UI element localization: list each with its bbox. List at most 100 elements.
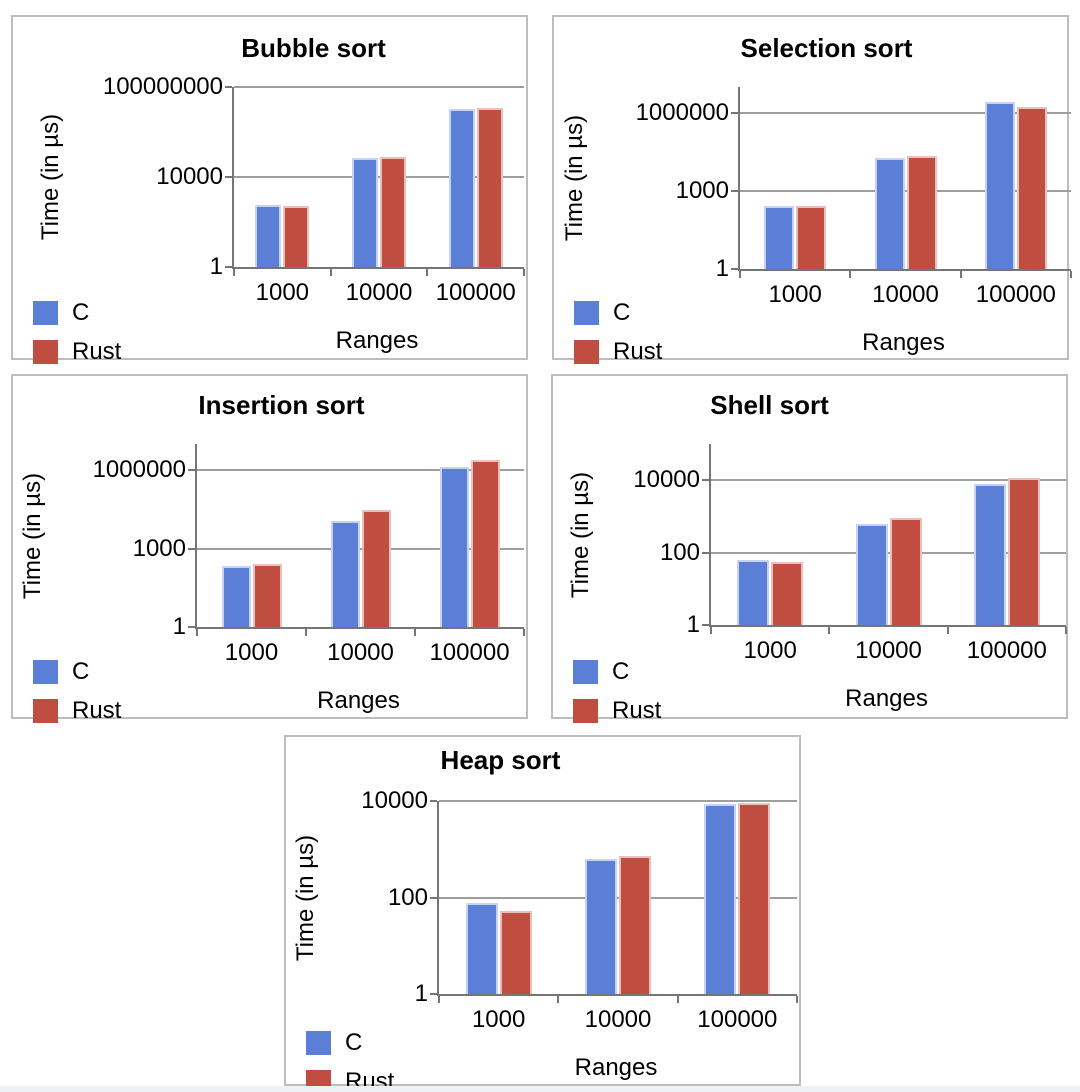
bar-c-10000	[585, 858, 617, 994]
y-axis-tick-10000	[702, 479, 709, 482]
legend-item-rust: Rust	[33, 338, 121, 366]
y-axis-tick-1000	[731, 190, 738, 192]
legend-label-rust: Rust	[72, 338, 122, 365]
x-tick-label-1000: 1000	[255, 279, 310, 306]
chart-panel-heap-sort: Heap sort Time (in µs) 1 100 10000 1000 1000…	[284, 735, 801, 1092]
bar-rust-10000	[380, 157, 406, 267]
chart-title: Insertion sort	[198, 390, 365, 420]
bar-c-100000	[984, 102, 1015, 269]
gridline-1000000	[197, 469, 524, 472]
gridline-1000000	[740, 112, 1071, 114]
legend-label-c: C	[612, 658, 630, 685]
y-axis-title: Time (in µs)	[567, 471, 594, 598]
x-axis-title: Ranges	[845, 685, 928, 712]
legend-label-c: C	[345, 1029, 363, 1056]
x-tick-label-10000: 10000	[872, 281, 939, 308]
legend-label-c: C	[72, 658, 90, 685]
x-axis-tick	[414, 629, 416, 636]
y-tick-label-1: 1	[209, 253, 223, 280]
plot-area: 1 10000 100000000 1000 10000 100000	[103, 73, 525, 306]
y-tick-label-10000: 10000	[633, 466, 700, 494]
legend-item-c: C	[306, 1029, 394, 1057]
bar-rust-1000	[283, 205, 310, 267]
chart-title: Bubble sort	[241, 33, 386, 63]
x-tick-label-1000: 1000	[471, 1006, 526, 1033]
x-axis-tick	[557, 996, 560, 1003]
x-axis-title: Ranges	[335, 327, 419, 354]
x-axis-tick	[796, 996, 798, 1003]
x-tick-label-100000: 100000	[429, 639, 510, 666]
y-tick-label-1: 1	[715, 255, 729, 282]
x-axis-tick	[523, 629, 525, 636]
x-tick-label-100000: 100000	[975, 281, 1056, 308]
chart-panel-shell-sort: Shell sort Time (in µs) 1 100 10000 1000 100…	[551, 374, 1068, 724]
legend-item-rust: Rust	[574, 338, 662, 366]
bar-c-100000	[973, 483, 1006, 625]
x-axis-title: Ranges	[862, 329, 945, 356]
y-tick-label-1000: 1000	[132, 534, 186, 562]
bar-c-100000	[448, 108, 475, 267]
x-tick-label-100000: 100000	[435, 279, 516, 306]
y-axis-title: Time (in µs)	[561, 114, 588, 242]
bar-rust-10000	[889, 518, 922, 625]
x-axis-tick	[849, 271, 852, 278]
y-axis-title: Time (in µs)	[19, 472, 46, 599]
x-axis-tick	[828, 627, 831, 634]
bar-c-100000	[704, 804, 737, 994]
legend-label-c: C	[613, 299, 631, 326]
legend-swatch-rust	[33, 340, 58, 364]
bar-c-1000	[221, 566, 251, 627]
x-axis-tick	[946, 627, 949, 634]
bar-rust-10000	[619, 855, 651, 994]
legend-swatch-c	[33, 660, 58, 684]
y-axis-tick-1	[225, 266, 232, 268]
x-tick-label-10000: 10000	[345, 279, 413, 306]
chart-panel-selection-sort: Selection sort Time (in µs) 1 1000 1000000…	[552, 15, 1072, 365]
y-axis-tick-1	[731, 268, 738, 270]
chart-title: Selection sort	[740, 33, 913, 63]
x-axis-tick	[196, 629, 198, 636]
bar-rust-1000	[499, 911, 532, 994]
legend-item-c: C	[574, 299, 662, 327]
legend: C Rust	[306, 1029, 394, 1092]
legend: C Rust	[33, 658, 121, 725]
bar-rust-100000	[738, 802, 771, 994]
x-axis-tick	[233, 269, 235, 276]
plot-area: 1 1000 1000000 1000 10000 100000	[93, 444, 525, 666]
y-axis-title: Time (in µs)	[37, 113, 64, 241]
x-axis-tick	[305, 629, 307, 636]
x-axis-title: Ranges	[317, 687, 400, 714]
y-tick-label-1000: 1000	[675, 177, 729, 204]
legend: C Rust	[573, 658, 661, 725]
legend-swatch-rust	[33, 699, 58, 723]
plot-area: 1 100 10000 1000 10000 100000	[633, 444, 1067, 664]
gridline-1000	[197, 547, 524, 550]
legend-item-rust: Rust	[33, 697, 121, 725]
bar-rust-1000	[771, 562, 804, 625]
y-tick-label-100: 100	[387, 883, 428, 911]
y-axis-tick-1000	[188, 547, 195, 550]
gridline-100	[711, 551, 1066, 554]
y-axis-tick-100000000	[225, 86, 232, 88]
y-axis-tick-10000	[225, 176, 232, 178]
y-axis-tick-1	[188, 626, 195, 628]
plot-area: 1 100 10000 1000 10000 100000	[361, 787, 798, 1033]
bar-c-10000	[352, 158, 378, 267]
y-axis-tick-1	[430, 993, 437, 995]
y-tick-label-1: 1	[414, 980, 428, 1007]
x-axis-tick	[676, 996, 679, 1003]
x-tick-label-100000: 100000	[966, 637, 1047, 664]
x-axis-tick	[523, 269, 525, 276]
y-tick-label-100000000: 100000000	[102, 73, 223, 100]
bar-rust-1000	[252, 563, 282, 627]
y-axis-title: Time (in µs)	[292, 834, 319, 961]
legend-swatch-c	[573, 660, 598, 684]
x-axis-tick	[329, 269, 332, 276]
bar-c-10000	[855, 524, 888, 625]
bar-c-10000	[330, 521, 360, 627]
x-axis-tick	[1065, 627, 1067, 634]
legend-item-c: C	[33, 658, 121, 686]
gridline-100000000	[234, 86, 524, 88]
y-axis-tick-1000000	[188, 469, 195, 472]
